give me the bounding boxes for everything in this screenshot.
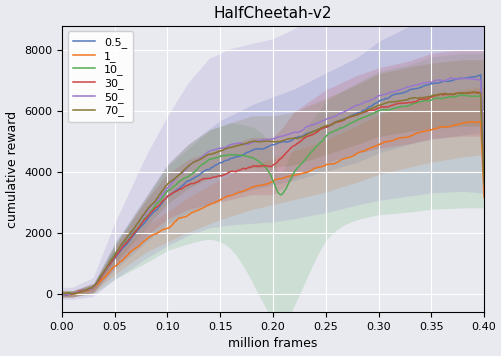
- 1_: [263, 182, 269, 186]
- 0.5_: [263, 145, 269, 150]
- 1_: [59, 291, 65, 295]
- Line: 10_: 10_: [62, 95, 483, 295]
- 0.5_: [405, 88, 411, 93]
- Line: 50_: 50_: [62, 78, 483, 295]
- 10_: [287, 177, 293, 182]
- Legend: 0.5_, 1_, 10_, 30_, 50_, 70_: 0.5_, 1_, 10_, 30_, 50_, 70_: [67, 31, 133, 122]
- Line: 1_: 1_: [62, 121, 483, 295]
- 1_: [67, 293, 73, 297]
- 50_: [471, 77, 477, 82]
- 50_: [311, 122, 317, 126]
- 70_: [311, 129, 317, 134]
- 30_: [288, 146, 294, 150]
- 1_: [288, 174, 294, 178]
- 1_: [260, 183, 266, 187]
- 30_: [260, 164, 266, 168]
- 50_: [263, 137, 269, 142]
- 10_: [59, 293, 65, 297]
- 0.5_: [59, 292, 65, 297]
- 30_: [471, 90, 477, 94]
- 50_: [260, 137, 266, 142]
- 30_: [480, 180, 486, 184]
- 70_: [480, 180, 486, 184]
- 70_: [263, 139, 269, 143]
- 30_: [405, 100, 411, 104]
- 70_: [469, 90, 475, 94]
- 10_: [471, 94, 477, 98]
- 0.5_: [480, 169, 486, 174]
- 70_: [72, 292, 78, 296]
- 70_: [405, 97, 411, 101]
- Line: 0.5_: 0.5_: [62, 75, 483, 295]
- 50_: [447, 76, 453, 80]
- 10_: [404, 104, 410, 108]
- 30_: [59, 292, 65, 296]
- 1_: [311, 166, 317, 171]
- 1_: [477, 119, 483, 124]
- 1_: [480, 195, 486, 200]
- 0.5_: [477, 73, 483, 77]
- 1_: [471, 120, 477, 125]
- 50_: [405, 85, 411, 89]
- 50_: [59, 292, 65, 296]
- X-axis label: million frames: million frames: [228, 337, 317, 350]
- 50_: [288, 131, 294, 135]
- Line: 70_: 70_: [62, 92, 483, 294]
- 30_: [64, 293, 70, 297]
- 0.5_: [63, 293, 69, 297]
- 30_: [311, 132, 317, 136]
- 70_: [288, 136, 294, 141]
- 70_: [471, 90, 477, 94]
- 50_: [66, 293, 72, 297]
- 0.5_: [288, 139, 294, 143]
- Y-axis label: cumulative reward: cumulative reward: [6, 110, 19, 227]
- Line: 30_: 30_: [62, 92, 483, 295]
- 10_: [262, 164, 268, 169]
- Title: HalfCheetah-v2: HalfCheetah-v2: [213, 6, 332, 21]
- 1_: [405, 135, 411, 139]
- 30_: [471, 90, 477, 94]
- 10_: [310, 148, 316, 152]
- 0.5_: [311, 129, 317, 134]
- 70_: [59, 292, 65, 296]
- 30_: [263, 164, 269, 168]
- 50_: [480, 173, 486, 178]
- 10_: [480, 182, 486, 186]
- 10_: [259, 162, 265, 166]
- 70_: [260, 139, 266, 143]
- 0.5_: [260, 147, 266, 151]
- 0.5_: [471, 75, 477, 79]
- 10_: [458, 93, 464, 97]
